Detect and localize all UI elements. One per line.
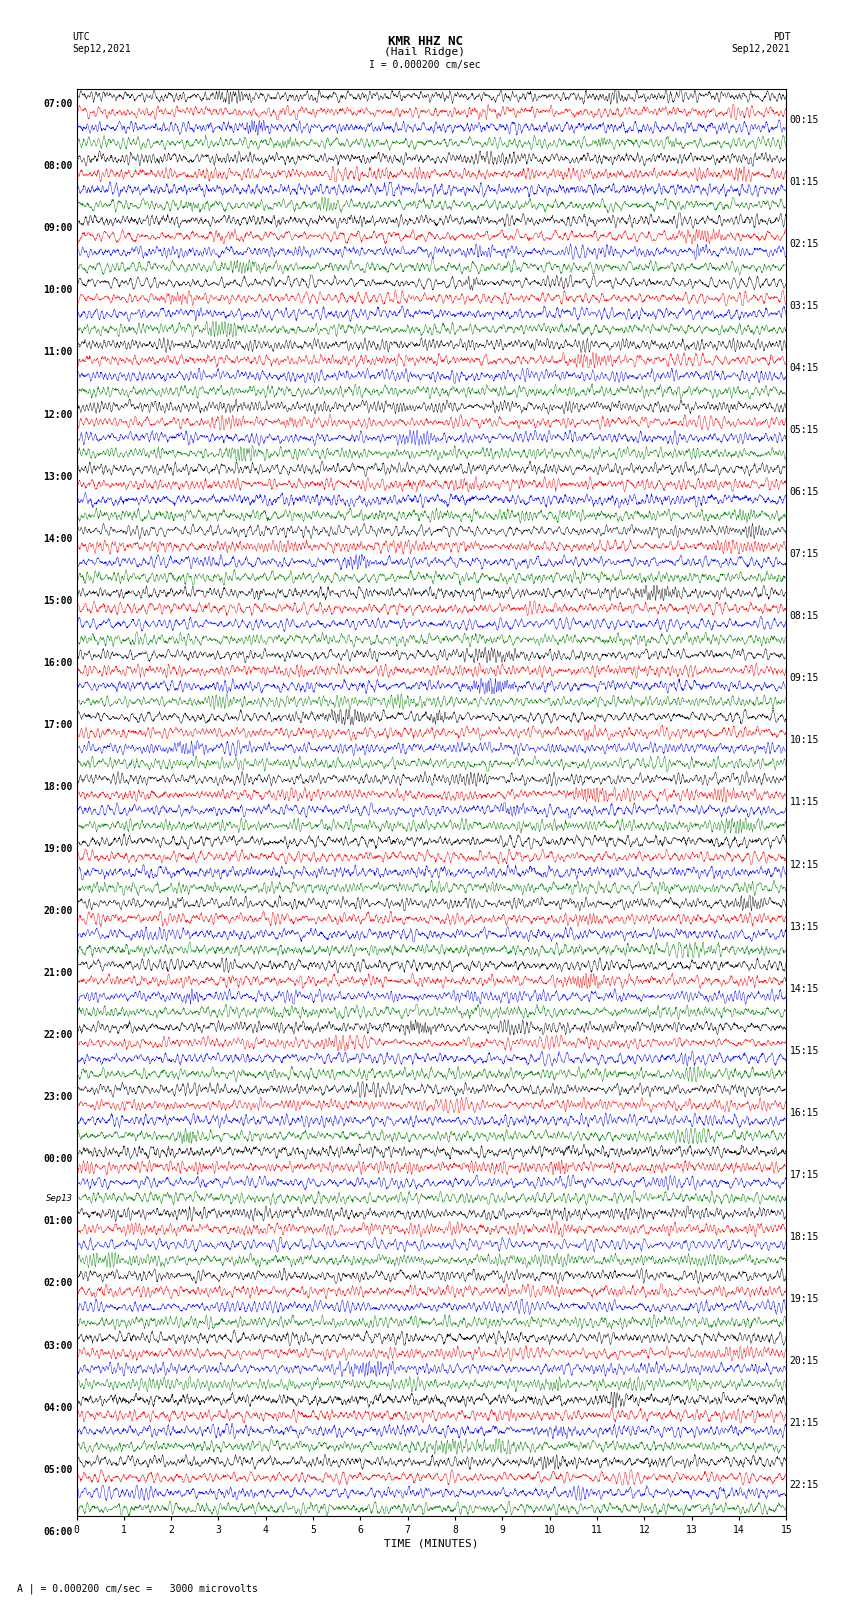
Text: 12:00: 12:00 (43, 410, 73, 419)
Text: 08:15: 08:15 (790, 611, 819, 621)
Text: 14:00: 14:00 (43, 534, 73, 544)
Text: I = 0.000200 cm/sec: I = 0.000200 cm/sec (369, 60, 481, 69)
Text: 00:00: 00:00 (43, 1155, 73, 1165)
Text: 02:00: 02:00 (43, 1279, 73, 1289)
Text: 23:00: 23:00 (43, 1092, 73, 1102)
Text: 16:00: 16:00 (43, 658, 73, 668)
Text: KMR HHZ NC: KMR HHZ NC (388, 35, 462, 48)
Text: 19:00: 19:00 (43, 844, 73, 853)
Text: 13:00: 13:00 (43, 471, 73, 482)
Text: 19:15: 19:15 (790, 1294, 819, 1303)
Text: (Hail Ridge): (Hail Ridge) (384, 47, 466, 56)
Text: 16:15: 16:15 (790, 1108, 819, 1118)
Text: 00:15: 00:15 (790, 115, 819, 124)
Text: 17:00: 17:00 (43, 719, 73, 731)
Text: 06:00: 06:00 (43, 1528, 73, 1537)
Text: 11:00: 11:00 (43, 347, 73, 358)
Text: 14:15: 14:15 (790, 984, 819, 994)
Text: 05:15: 05:15 (790, 426, 819, 436)
Text: 01:15: 01:15 (790, 177, 819, 187)
Text: 11:15: 11:15 (790, 797, 819, 808)
Text: 09:15: 09:15 (790, 673, 819, 684)
Text: 22:00: 22:00 (43, 1031, 73, 1040)
Text: 05:00: 05:00 (43, 1465, 73, 1474)
Text: 08:00: 08:00 (43, 161, 73, 171)
Text: 15:00: 15:00 (43, 595, 73, 606)
Text: Sep12,2021: Sep12,2021 (732, 44, 791, 53)
Text: 10:00: 10:00 (43, 286, 73, 295)
X-axis label: TIME (MINUTES): TIME (MINUTES) (384, 1539, 479, 1548)
Text: 20:15: 20:15 (790, 1357, 819, 1366)
Text: 10:15: 10:15 (790, 736, 819, 745)
Text: 04:00: 04:00 (43, 1403, 73, 1413)
Text: A | = 0.000200 cm/sec =   3000 microvolts: A | = 0.000200 cm/sec = 3000 microvolts (17, 1582, 258, 1594)
Text: Sep12,2021: Sep12,2021 (72, 44, 131, 53)
Text: 15:15: 15:15 (790, 1045, 819, 1057)
Text: UTC: UTC (72, 32, 90, 42)
Text: 06:15: 06:15 (790, 487, 819, 497)
Text: 21:00: 21:00 (43, 968, 73, 977)
Text: 21:15: 21:15 (790, 1418, 819, 1428)
Text: 13:15: 13:15 (790, 921, 819, 932)
Text: 07:00: 07:00 (43, 100, 73, 110)
Text: 01:00: 01:00 (43, 1216, 73, 1226)
Text: 20:00: 20:00 (43, 907, 73, 916)
Text: 02:15: 02:15 (790, 239, 819, 248)
Text: 03:15: 03:15 (790, 302, 819, 311)
Text: 07:15: 07:15 (790, 548, 819, 560)
Text: 22:15: 22:15 (790, 1481, 819, 1490)
Text: 09:00: 09:00 (43, 223, 73, 234)
Text: 03:00: 03:00 (43, 1340, 73, 1350)
Text: 18:00: 18:00 (43, 782, 73, 792)
Text: Sep13: Sep13 (46, 1194, 73, 1203)
Text: PDT: PDT (773, 32, 790, 42)
Text: 04:15: 04:15 (790, 363, 819, 373)
Text: 17:15: 17:15 (790, 1169, 819, 1179)
Text: 12:15: 12:15 (790, 860, 819, 869)
Text: 18:15: 18:15 (790, 1232, 819, 1242)
